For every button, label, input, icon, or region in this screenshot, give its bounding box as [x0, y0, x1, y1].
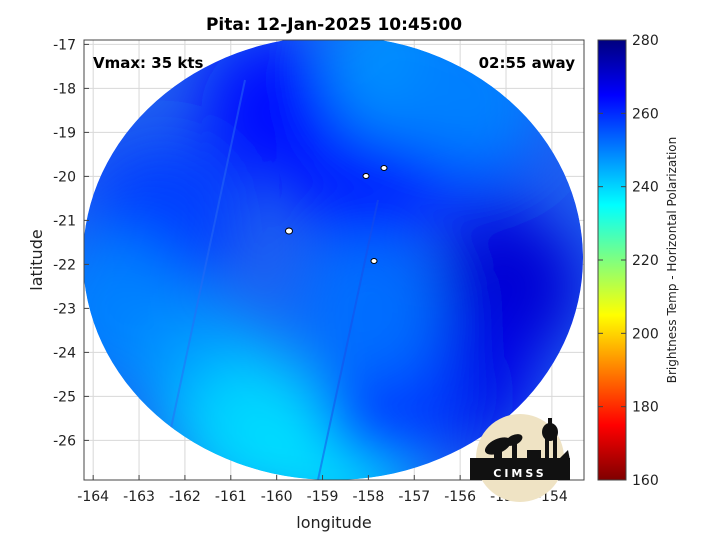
y-axis-label: latitude: [27, 229, 46, 290]
colorbar-tick-label: 180: [632, 400, 659, 416]
y-tick-label: -22: [53, 257, 76, 273]
x-tick-label: -161: [215, 489, 247, 505]
x-tick-label: -163: [123, 489, 155, 505]
x-axis-label: longitude: [296, 513, 371, 532]
x-tick-label: -162: [169, 489, 201, 505]
vmax-annotation: Vmax: 35 kts: [93, 54, 203, 72]
y-tick-label: -17: [53, 37, 76, 53]
x-tick-label: -160: [261, 489, 293, 505]
colorbar-tick-label: 200: [632, 326, 659, 342]
x-tick-label: -158: [353, 489, 385, 505]
x-tick-label: -164: [77, 489, 109, 505]
colorbar-ticks: 280 260 240 220 200 180 160: [598, 33, 659, 489]
y-tick-label: -26: [53, 433, 76, 449]
y-tick-label: -19: [53, 125, 76, 141]
field-region: [293, 233, 444, 384]
island-marker: [380, 165, 388, 171]
y-tick-label: -20: [53, 169, 76, 185]
y-tick-label: -24: [53, 345, 76, 361]
y-tick-label: -18: [53, 81, 76, 97]
plot-frame: [83, 39, 585, 481]
colorbar-tick-label: 260: [632, 106, 659, 122]
swath-seam-2: [317, 199, 379, 480]
x-tick-label: -157: [398, 489, 430, 505]
island-marker: [362, 173, 370, 179]
island-marker: [370, 258, 378, 264]
brightness-temp-field: [84, 40, 583, 480]
y-axis-ticks: -17 -18 -19 -20 -21 -22 -23 -24 -25 -26: [53, 37, 89, 449]
cimss-logo: CIMSS: [470, 414, 570, 502]
time-away-annotation: 02:55 away: [479, 54, 576, 72]
colorbar-tick-label: 280: [632, 33, 659, 49]
x-tick-label: -156: [444, 489, 476, 505]
chart-title: Pita: 12-Jan-2025 10:45:00: [206, 15, 462, 35]
colorbar-tick-label: 220: [632, 253, 659, 269]
y-tick-label: -23: [53, 301, 76, 317]
logo-text: CIMSS: [493, 467, 546, 480]
island-markers: [285, 165, 388, 264]
colorbar-tick-label: 160: [632, 473, 659, 489]
colorbar-label: Brightness Temp - Horizontal Polarizatio…: [665, 137, 679, 384]
y-tick-label: -21: [53, 213, 76, 229]
y-tick-label: -25: [53, 389, 76, 405]
x-tick-label: -159: [307, 489, 339, 505]
colorbar-tick-label: 240: [632, 180, 659, 196]
swath-seam: [159, 79, 246, 480]
island-marker: [285, 227, 293, 235]
